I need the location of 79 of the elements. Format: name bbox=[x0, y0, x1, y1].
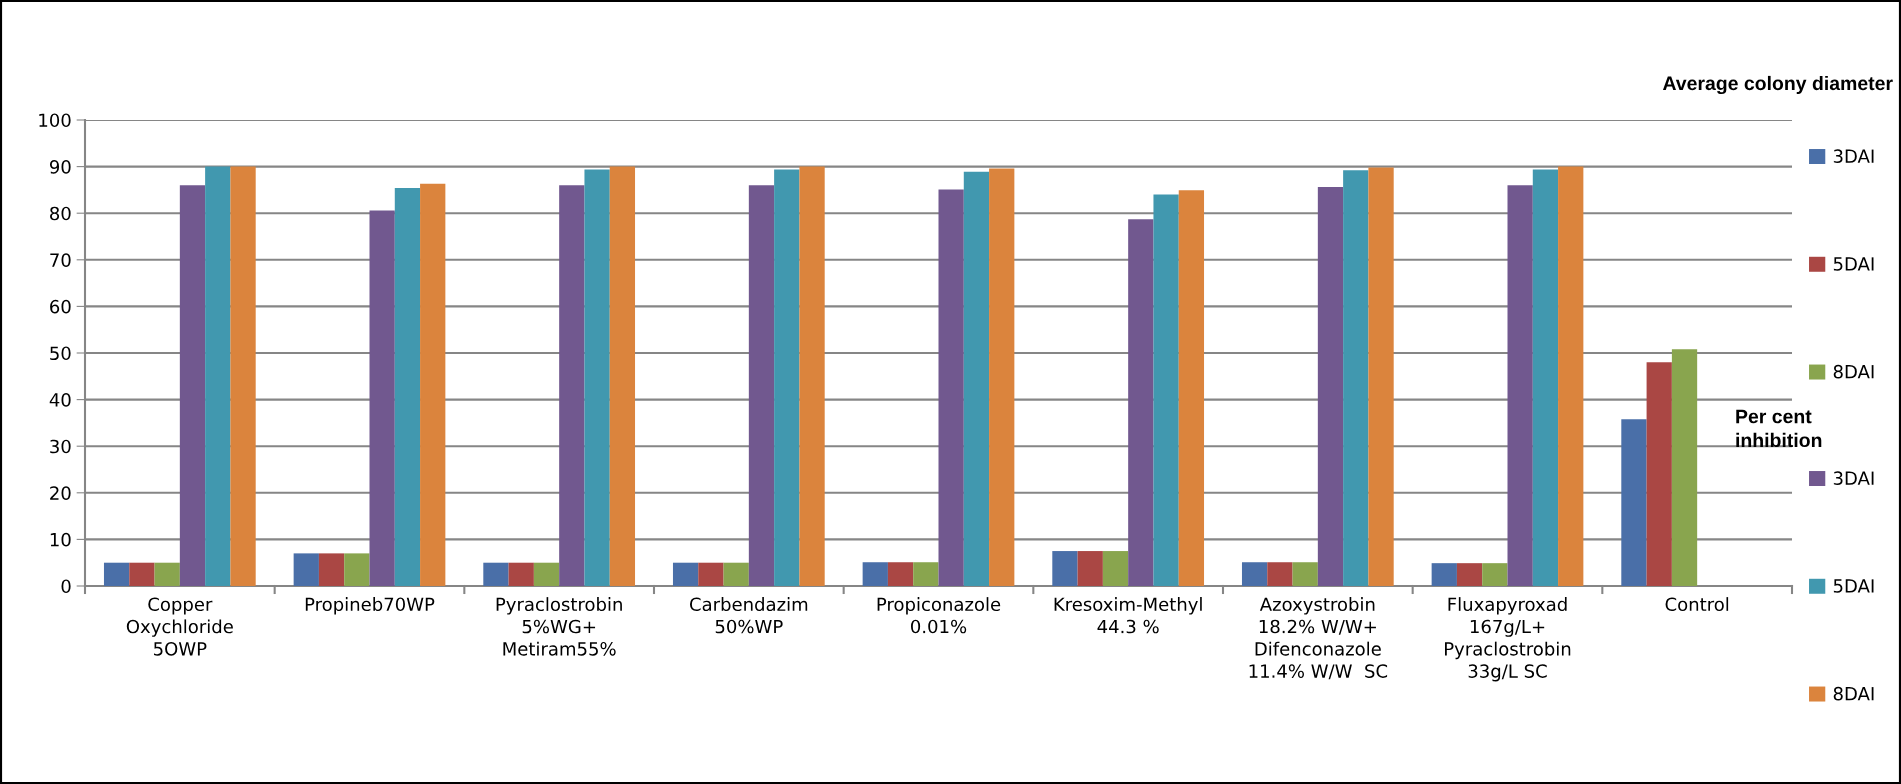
bar bbox=[1128, 219, 1154, 586]
y-tick-label: 70 bbox=[50, 253, 71, 267]
bar bbox=[723, 562, 749, 586]
y-tick-label: 0 bbox=[61, 579, 71, 594]
bar bbox=[862, 562, 888, 586]
y-tick-label: 80 bbox=[50, 206, 71, 221]
bar bbox=[1052, 551, 1078, 586]
bar bbox=[1343, 170, 1369, 586]
y-tick-label: 20 bbox=[50, 486, 71, 500]
y-tick-label: 30 bbox=[50, 439, 71, 454]
legend-label: 8DAI bbox=[1833, 364, 1874, 379]
annotation: Per cent inhibition bbox=[1736, 409, 1822, 448]
bar bbox=[230, 166, 256, 586]
y-tick-label: 100 bbox=[39, 113, 71, 128]
bar bbox=[1292, 562, 1318, 586]
bar bbox=[1507, 185, 1533, 586]
bar bbox=[887, 562, 914, 586]
x-tick-label: Azoxystrobin 18.2% W/W+ Difenconazole 11.4% W/W SC bbox=[1249, 597, 1388, 680]
bar bbox=[989, 168, 1015, 586]
bar bbox=[1482, 563, 1508, 586]
x-tick-label: Kresoxim-Methyl 44.3 % bbox=[1054, 597, 1202, 634]
bar bbox=[672, 562, 699, 586]
y-tick-label: 90 bbox=[49, 160, 71, 174]
bar bbox=[1102, 551, 1129, 586]
legend-label: 3DAI bbox=[1833, 149, 1874, 164]
bar bbox=[1178, 190, 1205, 586]
y-tick-label: 60 bbox=[50, 299, 71, 314]
y-tick-label: 10 bbox=[50, 532, 71, 547]
bar bbox=[508, 562, 534, 586]
text: Average colony diameter bbox=[1662, 75, 1893, 95]
legend-label: 5DAI bbox=[1833, 579, 1874, 593]
legend-label: 5DAI bbox=[1833, 257, 1874, 271]
bar bbox=[1153, 194, 1179, 586]
bar bbox=[318, 553, 345, 586]
bar bbox=[179, 185, 206, 586]
x-tick-label: Carbendazim 50%WP bbox=[689, 597, 808, 634]
bar bbox=[1077, 551, 1103, 586]
y-tick-label: 40 bbox=[49, 393, 71, 407]
bar bbox=[103, 562, 130, 586]
bar bbox=[698, 562, 724, 586]
y-tick-label: 50 bbox=[50, 346, 71, 361]
bar bbox=[774, 169, 800, 586]
bar bbox=[293, 553, 319, 586]
bar bbox=[369, 210, 395, 586]
bar bbox=[609, 166, 636, 586]
bar bbox=[1532, 169, 1559, 586]
x-tick-label: Fluxapyroxad 167g/L+ Pyraclostrobin 33g/L SC bbox=[1445, 597, 1571, 682]
x-tick-label: Propineb70WP bbox=[305, 597, 435, 615]
bar bbox=[154, 562, 180, 586]
bar bbox=[559, 185, 585, 586]
bar bbox=[205, 166, 231, 586]
bar bbox=[1558, 166, 1584, 586]
bar bbox=[584, 169, 610, 586]
bar bbox=[1621, 419, 1647, 586]
bar bbox=[1671, 349, 1698, 586]
bar bbox=[913, 562, 939, 586]
bar bbox=[1267, 562, 1293, 586]
x-tick-label: Control bbox=[1665, 597, 1729, 612]
bar bbox=[420, 183, 446, 586]
bar bbox=[799, 166, 825, 586]
bar bbox=[129, 562, 155, 586]
bar bbox=[344, 553, 370, 586]
bar bbox=[1431, 563, 1457, 586]
legend-label: 8DAI bbox=[1833, 686, 1874, 701]
bar bbox=[963, 171, 990, 586]
legend-label: 3DAI bbox=[1833, 471, 1874, 486]
x-tick-label: Pyraclostrobin 5%WG+ Metiram55% bbox=[496, 597, 622, 656]
bar bbox=[533, 562, 560, 586]
x-tick-label: Copper Oxychloride 5OWP bbox=[126, 597, 233, 656]
bar bbox=[1241, 562, 1268, 586]
bar bbox=[1456, 563, 1483, 586]
bar bbox=[1368, 167, 1394, 586]
bar bbox=[1646, 362, 1672, 586]
bar bbox=[938, 189, 964, 586]
bar bbox=[748, 185, 775, 586]
bar bbox=[483, 562, 509, 586]
bar bbox=[1317, 187, 1344, 586]
x-tick-label: Propiconazole 0.01% bbox=[877, 597, 1001, 634]
bar bbox=[394, 188, 421, 586]
